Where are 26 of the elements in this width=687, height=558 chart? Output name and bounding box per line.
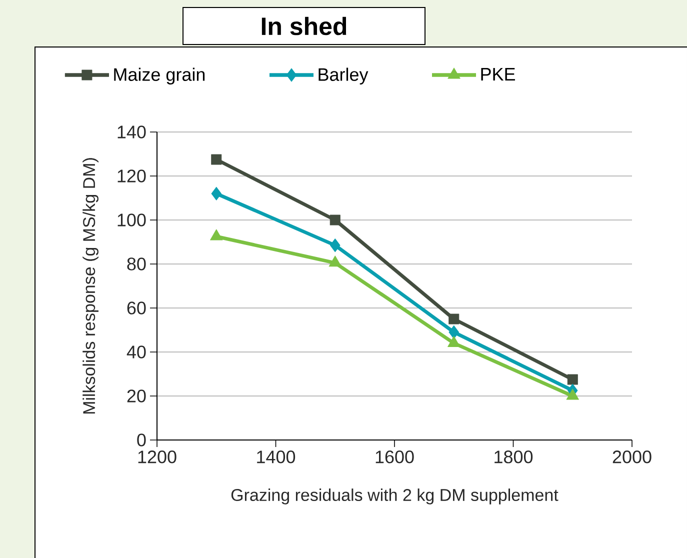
point	[330, 238, 340, 252]
x-axis-title: Grazing residuals with 2 kg DM supplement	[231, 488, 558, 504]
y-tick-label: 120	[118, 170, 146, 182]
point	[448, 314, 460, 324]
y-tick-label: 0	[137, 434, 146, 446]
x-tick-label: 1800	[494, 450, 533, 464]
chart-title: In shed	[262, 16, 346, 36]
point	[211, 186, 222, 200]
y-tick-label: 60	[127, 302, 146, 314]
y-tick-label: 40	[126, 346, 146, 358]
x-tick-label: 2000	[612, 450, 652, 464]
y-tick-label: 100	[118, 214, 146, 226]
point	[448, 325, 460, 339]
legend-label: Barley	[318, 68, 368, 85]
x-tick-label: 1200	[138, 450, 176, 464]
y-axis-title: Milksolids response (g MS/kg DM)	[82, 158, 98, 414]
y-tick-label: 80	[127, 258, 146, 270]
y-tick-label: 140	[118, 126, 146, 138]
x-tick-label: 1600	[376, 450, 414, 464]
legend-label: PKE	[481, 68, 515, 80]
point	[330, 214, 340, 226]
point	[567, 374, 578, 385]
legend-label: Maize grain	[114, 68, 205, 85]
point	[211, 154, 222, 165]
x-tick-label: 1400	[257, 450, 296, 464]
y-tick-label: 20	[127, 390, 146, 402]
